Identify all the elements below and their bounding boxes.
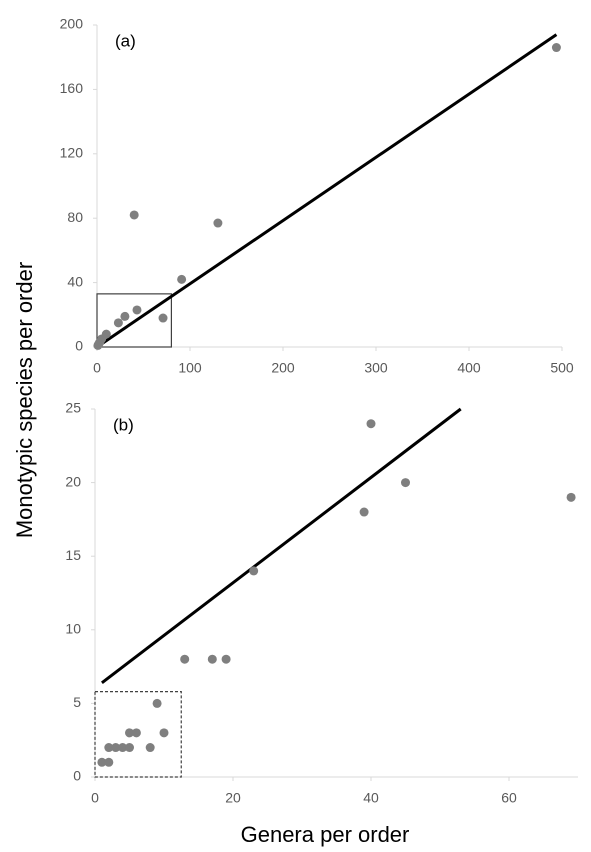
x-tick-label: 300 xyxy=(364,360,388,376)
point xyxy=(113,318,123,328)
point xyxy=(213,218,223,228)
inset-box xyxy=(96,293,173,348)
y-axis-title: Monotypic species per order xyxy=(12,262,37,538)
y-tick-label: 0 xyxy=(75,338,83,354)
y-tick-label: 80 xyxy=(67,209,83,225)
point xyxy=(104,757,114,767)
point xyxy=(180,654,190,664)
x-tick-label: 20 xyxy=(225,790,241,806)
point xyxy=(359,507,369,517)
y-tick-label: 160 xyxy=(60,80,84,96)
point xyxy=(129,210,139,220)
point xyxy=(152,698,162,708)
y-tick-label: 25 xyxy=(65,400,81,416)
x-tick-label: 200 xyxy=(271,360,295,376)
y-tick-label: 20 xyxy=(65,473,81,489)
x-tick-label: 40 xyxy=(363,790,379,806)
point xyxy=(551,43,561,53)
point xyxy=(159,728,169,738)
y-tick-label: 200 xyxy=(60,16,84,32)
y-tick-label: 120 xyxy=(60,145,84,161)
y-tick-label: 5 xyxy=(73,694,81,710)
point xyxy=(177,274,187,284)
y-tick-label: 10 xyxy=(65,621,81,637)
point xyxy=(111,743,121,753)
point xyxy=(249,566,259,576)
trendline xyxy=(100,407,462,684)
x-tick-label: 500 xyxy=(550,360,574,376)
point xyxy=(120,311,130,321)
x-axis-title: Genera per order xyxy=(241,822,410,847)
point xyxy=(97,757,107,767)
y-tick-label: 40 xyxy=(67,273,83,289)
point xyxy=(221,654,231,664)
point xyxy=(158,313,168,323)
point xyxy=(145,743,155,753)
point xyxy=(93,340,103,350)
panel-label: (a) xyxy=(115,31,136,50)
y-tick-label: 15 xyxy=(65,547,81,563)
x-tick-label: 400 xyxy=(457,360,481,376)
x-tick-label: 0 xyxy=(93,360,101,376)
point xyxy=(566,492,576,502)
x-tick-label: 0 xyxy=(91,790,99,806)
inset-box xyxy=(94,691,182,778)
y-tick-label: 0 xyxy=(73,768,81,784)
point xyxy=(125,728,134,738)
point xyxy=(132,305,142,315)
point xyxy=(401,478,410,488)
point xyxy=(131,728,141,738)
point xyxy=(207,654,217,664)
point xyxy=(366,419,376,429)
point xyxy=(118,743,128,753)
trendline xyxy=(96,33,558,349)
x-tick-label: 60 xyxy=(501,790,517,806)
point xyxy=(104,743,114,753)
x-tick-label: 100 xyxy=(178,360,202,376)
point xyxy=(125,743,134,753)
panel-label: (b) xyxy=(113,415,134,434)
